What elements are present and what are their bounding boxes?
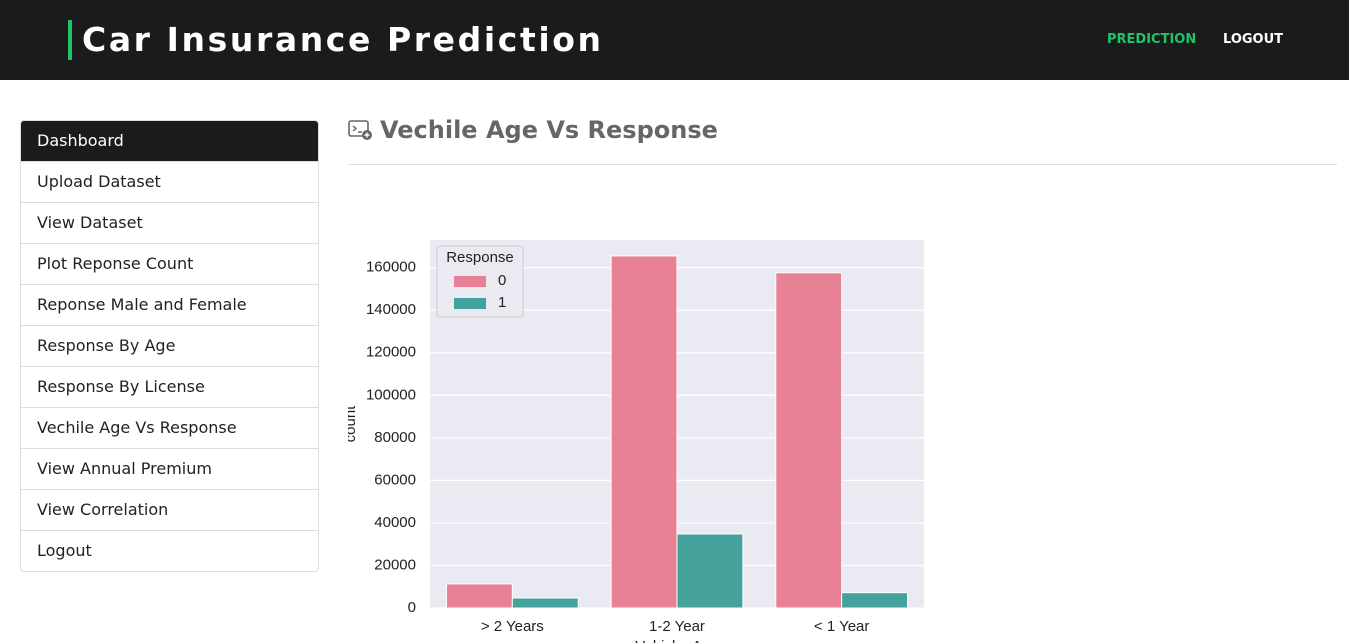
y-tick-label: 0 bbox=[408, 599, 416, 616]
y-tick-label: 100000 bbox=[366, 386, 416, 403]
bar bbox=[610, 255, 678, 609]
y-tick-label: 20000 bbox=[374, 556, 416, 573]
y-tick-label: 80000 bbox=[374, 429, 416, 446]
legend-swatch bbox=[454, 276, 486, 287]
sidebar-item[interactable]: View Correlation bbox=[21, 489, 318, 530]
bar bbox=[676, 533, 744, 609]
header: Car Insurance Prediction PREDICTION LOGO… bbox=[0, 0, 1349, 80]
bar bbox=[775, 272, 843, 609]
bar bbox=[841, 592, 909, 609]
legend-title: Response bbox=[446, 249, 514, 266]
accent-bar bbox=[68, 20, 72, 60]
sidebar-item[interactable]: Response By License bbox=[21, 366, 318, 407]
sidebar-item[interactable]: Vechile Age Vs Response bbox=[21, 407, 318, 448]
sidebar-item[interactable]: Response By Age bbox=[21, 325, 318, 366]
y-tick-label: 40000 bbox=[374, 514, 416, 531]
x-tick-label: 1-2 Year bbox=[649, 618, 705, 635]
divider bbox=[348, 164, 1337, 165]
page-heading: Vechile Age Vs Response bbox=[380, 116, 718, 144]
y-axis-label: count bbox=[342, 405, 359, 443]
nav-link[interactable]: PREDICTION bbox=[1107, 32, 1197, 47]
legend-label: 1 bbox=[498, 294, 506, 311]
y-tick-label: 120000 bbox=[366, 344, 416, 361]
sidebar-item[interactable]: Logout bbox=[21, 530, 318, 571]
y-tick-label: 160000 bbox=[366, 259, 416, 276]
x-tick-label: > 2 Years bbox=[481, 618, 544, 635]
legend-swatch bbox=[454, 298, 486, 309]
sidebar-item[interactable]: Reponse Male and Female bbox=[21, 284, 318, 325]
x-axis-label: Vehicle_Age bbox=[635, 638, 718, 643]
sidebar: Dashboard Upload Dataset View Dataset Plot … bbox=[20, 120, 319, 572]
sidebar-item[interactable]: View Annual Premium bbox=[21, 448, 318, 489]
sidebar-item[interactable]: Plot Reponse Count bbox=[21, 243, 318, 284]
legend-label: 0 bbox=[498, 272, 506, 289]
site-title: Car Insurance Prediction bbox=[82, 20, 604, 59]
y-tick-label: 140000 bbox=[366, 301, 416, 318]
bar bbox=[445, 583, 513, 609]
sidebar-item[interactable]: View Dataset bbox=[21, 202, 318, 243]
x-tick-label: < 1 Year bbox=[814, 618, 869, 635]
sidebar-item[interactable]: Upload Dataset bbox=[21, 161, 318, 202]
sidebar-item[interactable]: Dashboard bbox=[21, 121, 318, 161]
nav-link[interactable]: LOGOUT bbox=[1223, 32, 1284, 47]
bar bbox=[511, 597, 579, 609]
chart-image: 0 20000 40000 60000 80000 100000 120000 140000 1… bbox=[342, 240, 924, 643]
y-tick-label: 60000 bbox=[374, 471, 416, 488]
heading-icon bbox=[348, 120, 372, 140]
